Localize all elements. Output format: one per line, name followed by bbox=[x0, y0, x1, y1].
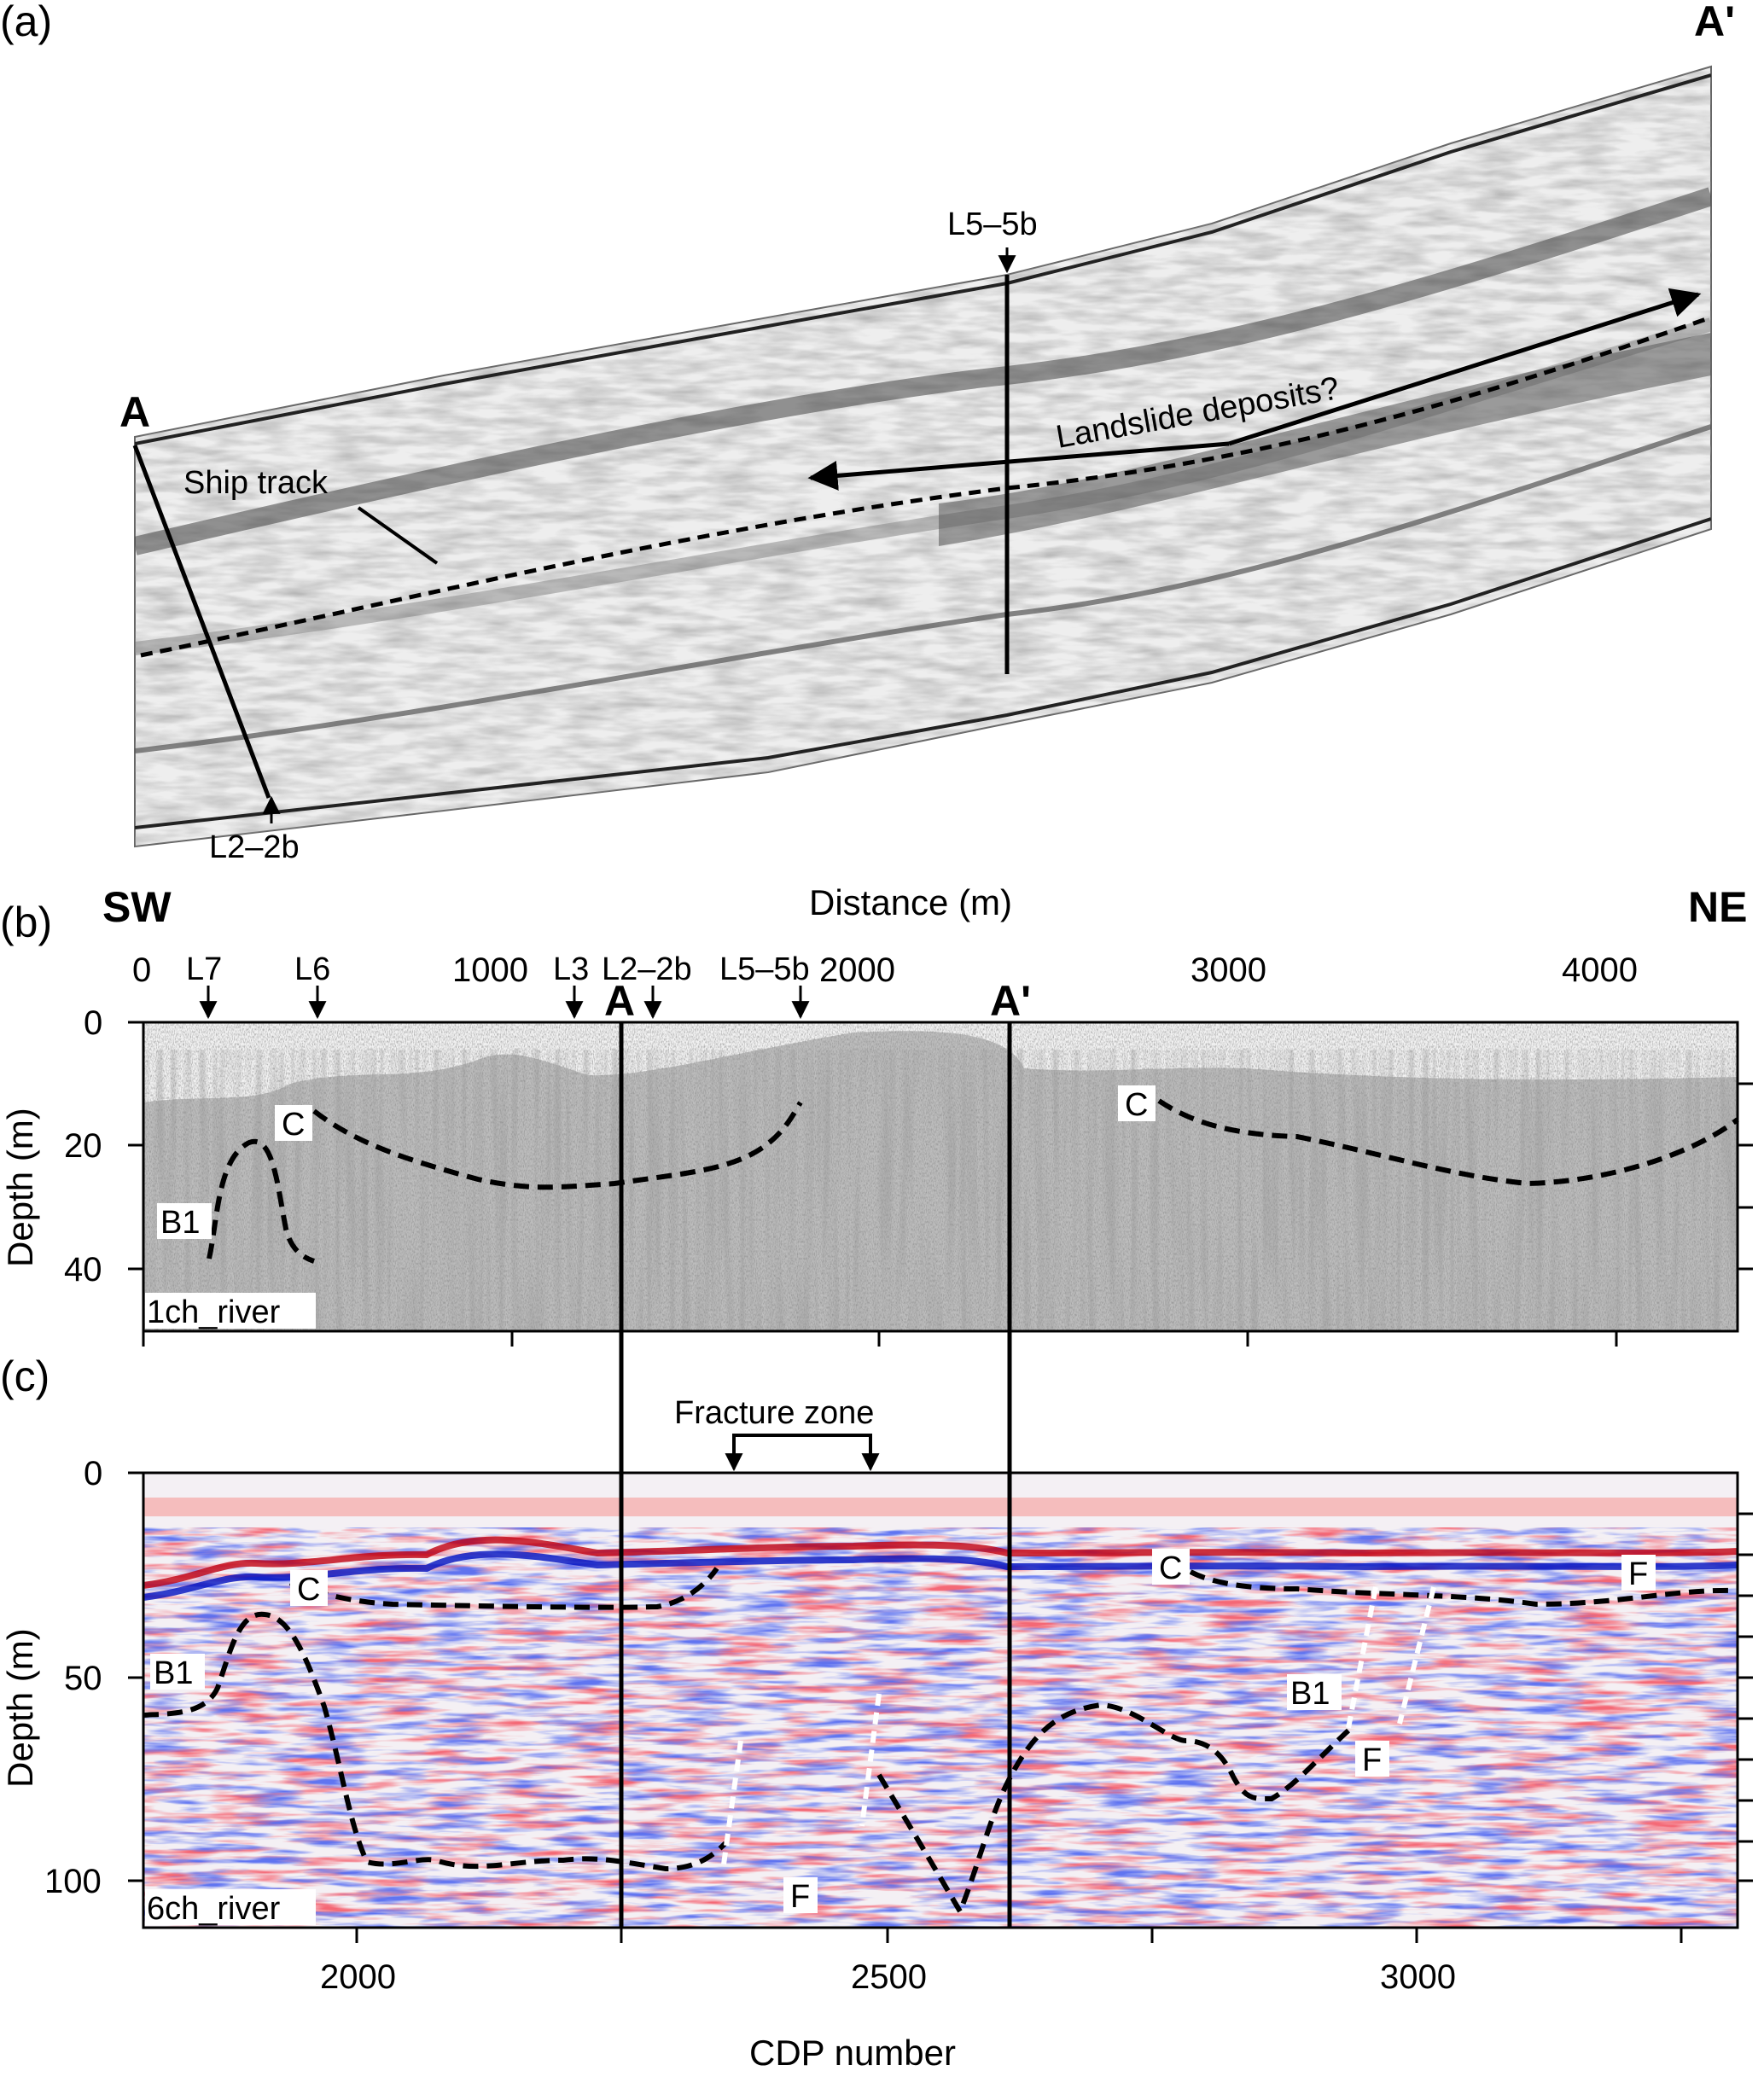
fracture-zone-label: Fracture zone bbox=[674, 1395, 874, 1431]
label-A-prime: A' bbox=[1694, 0, 1735, 45]
c-label-B1-left-box bbox=[150, 1654, 205, 1690]
c-label-C-left: C bbox=[297, 1572, 320, 1608]
b-dataset-box bbox=[145, 1293, 316, 1329]
panel-c-tag: (c) bbox=[0, 1352, 49, 1400]
line-markers: L7 L6 L3 L2–2b L5–5b bbox=[186, 951, 810, 1020]
marker-L5-5b: L5–5b bbox=[719, 951, 810, 987]
panel-c-frame bbox=[142, 1471, 1739, 1929]
c-dataset-label: 6ch_river bbox=[147, 1891, 281, 1927]
horizon-C-left bbox=[312, 1101, 803, 1190]
direction-ne: NE bbox=[1688, 883, 1747, 931]
landslide-arrow-left bbox=[807, 441, 1230, 491]
marker-L6: L6 bbox=[294, 951, 330, 987]
c-label-B1-right-box bbox=[1287, 1674, 1342, 1710]
b-label-C-right-box bbox=[1118, 1085, 1156, 1121]
b-dataset-label: 1ch_river bbox=[147, 1294, 281, 1330]
b-ytick-20: 20 bbox=[64, 1127, 102, 1165]
c-horizon-C-right bbox=[1189, 1569, 1738, 1608]
c-ytick-100: 100 bbox=[44, 1863, 102, 1900]
distance-axis-title: Distance (m) bbox=[809, 882, 1012, 922]
c-horizon-C-left bbox=[288, 1567, 719, 1610]
dist-tick-4000: 4000 bbox=[1562, 951, 1638, 989]
c-label-F-bottom: F bbox=[790, 1879, 810, 1915]
section-A-prime: A' bbox=[990, 977, 1031, 1025]
c-ytick-50: 50 bbox=[64, 1660, 102, 1697]
section-A: A bbox=[604, 977, 635, 1025]
ship-track-label: Ship track bbox=[183, 465, 329, 501]
b-label-B1: B1 bbox=[160, 1205, 200, 1241]
b-label-C-left-box bbox=[275, 1105, 312, 1141]
dist-tick-1000: 1000 bbox=[452, 951, 528, 989]
c-label-F-top-box bbox=[1621, 1555, 1656, 1591]
fracture-zone-bracket bbox=[732, 1434, 872, 1468]
marker-L7: L7 bbox=[186, 951, 222, 987]
direction-sw: SW bbox=[102, 883, 172, 931]
faults bbox=[721, 1586, 1436, 1865]
panel-b-frame bbox=[142, 1021, 1739, 1333]
c-label-F-top: F bbox=[1628, 1556, 1648, 1592]
b-label-C-left: C bbox=[282, 1107, 305, 1143]
panel-b-tag: (b) bbox=[0, 899, 52, 946]
b-yaxis-title: Depth (m) bbox=[0, 1108, 40, 1267]
panel-c-xaxis: 2000 2500 3000 CDP number bbox=[320, 1928, 1683, 2073]
c-dataset-box bbox=[145, 1889, 316, 1925]
ship-track-pointer bbox=[357, 506, 439, 565]
c-ytick-0: 0 bbox=[84, 1455, 102, 1492]
c-yaxis-title: Depth (m) bbox=[0, 1628, 40, 1788]
b-ytick-0: 0 bbox=[84, 1004, 102, 1042]
panel-c-yaxis: 0 50 100 Depth (m) bbox=[0, 1455, 1753, 1900]
dist-tick-2000: 2000 bbox=[819, 951, 895, 989]
c-xtick-2000: 2000 bbox=[320, 1958, 396, 1996]
sonar-swath bbox=[134, 65, 1712, 848]
L5-5b-label: L5–5b bbox=[947, 207, 1038, 242]
c-label-B1-right: B1 bbox=[1290, 1676, 1330, 1712]
c-label-C-right-box bbox=[1152, 1549, 1190, 1585]
c-label-B1-left: B1 bbox=[154, 1655, 193, 1691]
seismic-section-b bbox=[143, 1022, 1738, 1331]
distance-ticks: 0 1000 2000 3000 4000 bbox=[132, 951, 1638, 989]
c-label-F-bottom-box bbox=[783, 1877, 818, 1913]
label-A: A bbox=[119, 388, 150, 436]
c-horizon-B1-left bbox=[143, 1611, 728, 1872]
b-ytick-40: 40 bbox=[64, 1251, 102, 1289]
panel-b-yaxis: 0 20 40 Depth (m) bbox=[0, 1004, 1753, 1289]
b-label-C-right: C bbox=[1125, 1087, 1148, 1123]
c-horizon-B1-right bbox=[876, 1702, 1351, 1917]
c-label-F-mid-box bbox=[1355, 1741, 1389, 1777]
horizon-C-right bbox=[1157, 1098, 1739, 1187]
panel-c: (c) Fracture zone bbox=[0, 1352, 1753, 2073]
panel-a: (a) A A' L2–2b L5–5b bbox=[0, 0, 1735, 865]
c-xaxis-title: CDP number bbox=[749, 2033, 956, 2073]
horizon-B1 bbox=[207, 1138, 316, 1264]
landslide-arrow-right bbox=[1228, 288, 1702, 446]
panel-b-xticks bbox=[142, 1331, 1618, 1347]
L2-2b-label: L2–2b bbox=[209, 829, 300, 865]
line-L2-2b bbox=[132, 445, 271, 799]
c-xtick-2500: 2500 bbox=[851, 1958, 927, 1996]
c-label-F-mid: F bbox=[1362, 1742, 1382, 1778]
panel-b: (b) SW NE Distance (m) 0 1000 2000 3000 … bbox=[0, 882, 1753, 1347]
dist-tick-0: 0 bbox=[132, 951, 151, 989]
b-label-B1-box bbox=[157, 1203, 212, 1239]
marker-L2-2b: L2–2b bbox=[602, 951, 692, 987]
c-xtick-3000: 3000 bbox=[1380, 1958, 1456, 1996]
panel-a-tag: (a) bbox=[0, 0, 52, 45]
c-label-C-right: C bbox=[1159, 1550, 1182, 1586]
seismic-section-c bbox=[143, 1473, 1738, 1928]
ship-track-line bbox=[140, 315, 1712, 658]
dist-tick-3000: 3000 bbox=[1191, 951, 1266, 989]
marker-L3: L3 bbox=[553, 951, 589, 987]
c-label-C-left-box bbox=[290, 1570, 328, 1606]
